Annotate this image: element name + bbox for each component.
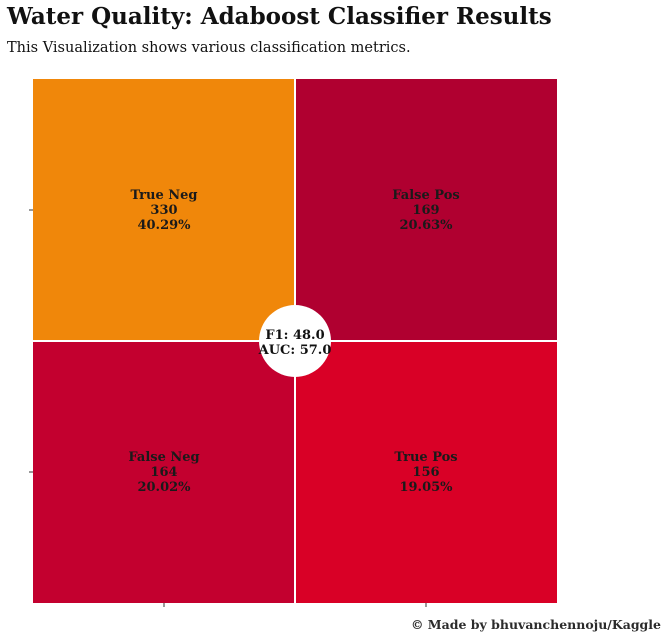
page-subtitle: This Visualization shows various classif… [7,40,411,56]
metrics-circle [259,305,331,377]
credit-footer: © Made by bhuvanchennoju/Kaggle [410,617,661,632]
false-pos-cell [296,79,557,340]
true-pos-count: 156 [412,465,439,480]
false-neg-count: 164 [150,465,177,480]
true-neg-label: True Neg [130,188,197,203]
true-neg-cell [33,79,294,340]
true-pos-label: True Pos [394,450,457,465]
false-neg-cell [33,342,294,603]
false-pos-percent: 20.63% [399,218,453,233]
true-pos-cell [296,342,557,603]
false-neg-label: False Neg [128,450,199,465]
false-pos-label: False Pos [392,188,459,203]
f1-score-label: F1: 48.0 [265,328,324,343]
true-pos-percent: 19.05% [399,480,453,495]
false-pos-count: 169 [412,203,439,218]
page-title: Water Quality: Adaboost Classifier Resul… [7,3,552,30]
auc-score-label: AUC: 57.0 [258,343,332,358]
false-neg-percent: 20.02% [137,480,191,495]
true-neg-percent: 40.29% [137,218,191,233]
true-neg-count: 330 [150,203,177,218]
